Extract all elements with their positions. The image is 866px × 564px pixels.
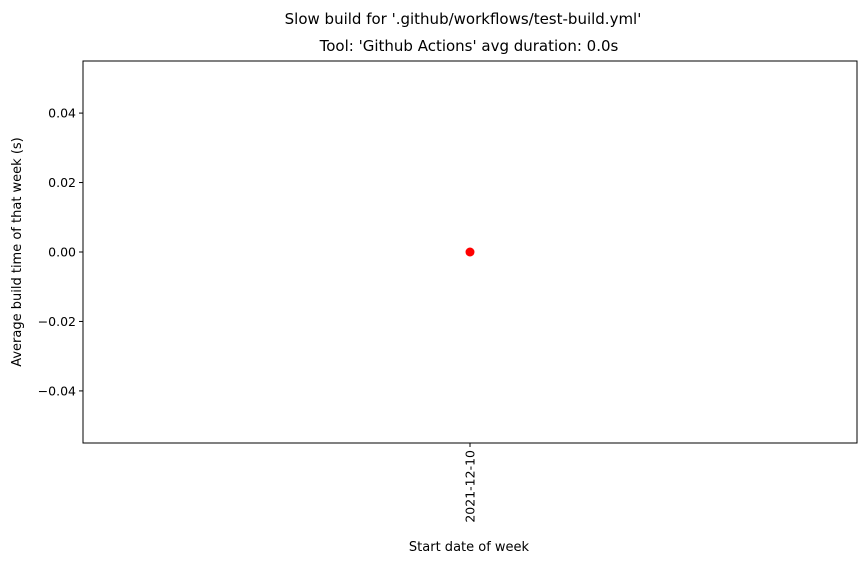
y-tick-label: 0.02 — [48, 175, 76, 190]
chart-suptitle: Slow build for '.github/workflows/test-b… — [285, 10, 642, 28]
y-tick-label: 0.00 — [48, 245, 76, 260]
chart-title: Tool: 'Github Actions' avg duration: 0.0… — [319, 37, 619, 55]
data-points — [465, 247, 475, 257]
x-tick-label: 2021-12-10 — [463, 450, 478, 523]
y-axis-ticks: −0.04 −0.02 0.00 0.02 0.04 — [38, 106, 83, 398]
x-axis-ticks: 2021-12-10 — [463, 443, 478, 523]
y-tick-label: −0.02 — [38, 314, 76, 329]
y-tick-label: 0.04 — [48, 106, 76, 121]
data-point — [465, 247, 475, 257]
y-tick-label: −0.04 — [38, 383, 76, 398]
x-axis-label: Start date of week — [409, 540, 530, 555]
y-axis-label: Average build time of that week (s) — [10, 137, 25, 367]
